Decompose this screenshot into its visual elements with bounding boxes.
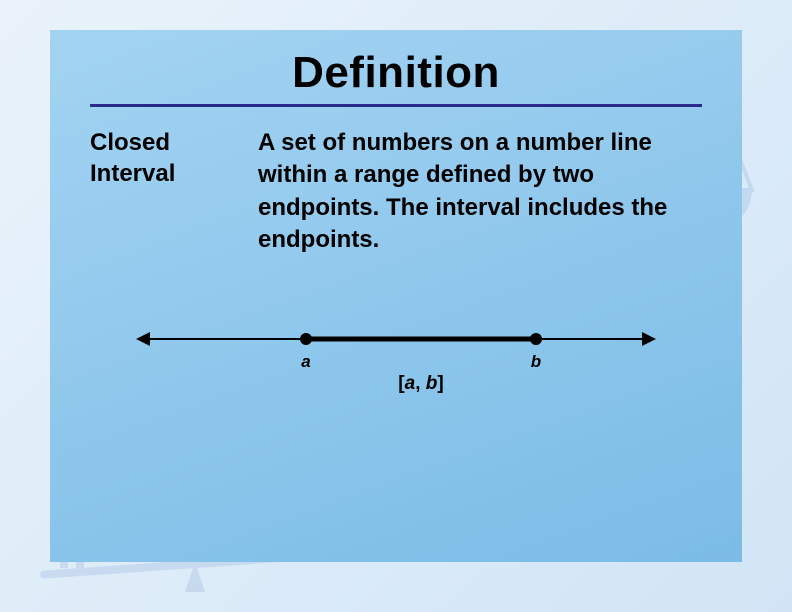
svg-text:b: b xyxy=(531,352,541,371)
number-line-svg: a b [a, b] xyxy=(136,327,656,407)
term-label: Closed Interval xyxy=(90,127,230,257)
panel-title: Definition xyxy=(90,48,702,98)
definition-text: A set of numbers on a number line within… xyxy=(258,127,702,257)
definition-body: Closed Interval A set of numbers on a nu… xyxy=(90,127,702,257)
number-line-diagram: a b [a, b] xyxy=(90,327,702,407)
svg-text:a: a xyxy=(301,352,310,371)
title-rule xyxy=(90,104,702,107)
definition-panel: Definition Closed Interval A set of numb… xyxy=(50,30,742,562)
svg-text:[a, b]: [a, b] xyxy=(398,373,443,394)
slide-canvas: Definition Closed Interval A set of numb… xyxy=(0,0,792,612)
